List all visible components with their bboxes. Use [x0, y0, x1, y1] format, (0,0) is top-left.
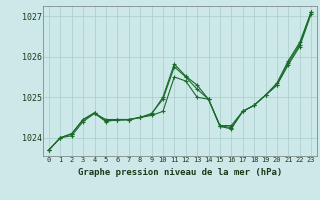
- X-axis label: Graphe pression niveau de la mer (hPa): Graphe pression niveau de la mer (hPa): [78, 168, 282, 177]
